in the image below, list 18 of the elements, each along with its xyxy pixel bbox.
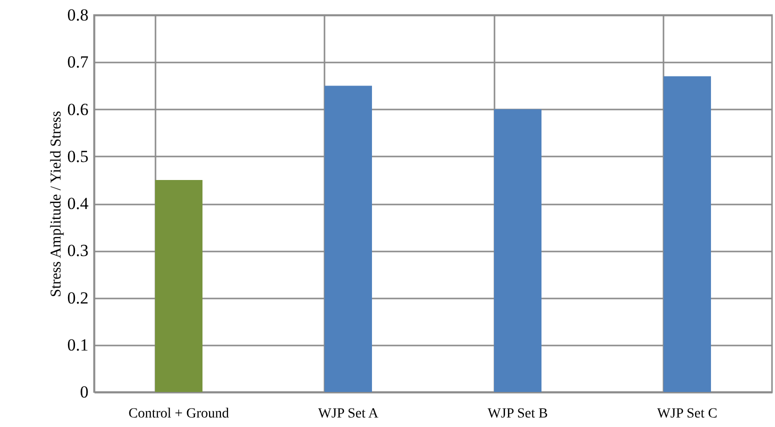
x-tick-label: WJP Set A [318, 406, 380, 422]
x-tick-label: Control + Ground [128, 406, 229, 422]
y-tick-label: 0.4 [67, 194, 89, 213]
bar [664, 76, 711, 392]
y-tick-label: 0 [80, 382, 88, 402]
y-tick-label: 0.5 [67, 146, 88, 166]
y-tick-label: 0.2 [67, 288, 88, 308]
y-tick-label: 0.7 [67, 52, 89, 72]
x-tick-label: WJP Set B [488, 406, 548, 422]
y-axis-title: Stress Amplitude / Yield Stress [48, 110, 64, 298]
bar [494, 109, 542, 392]
y-tick-label: 0.1 [67, 335, 88, 354]
y-tick-label: 0.6 [67, 100, 88, 119]
y-tick-label: 0.8 [67, 6, 88, 24]
x-tick-label: WJP Set C [657, 406, 718, 422]
bar [155, 180, 202, 392]
bar [324, 86, 372, 392]
y-tick-label: 0.3 [67, 241, 88, 260]
